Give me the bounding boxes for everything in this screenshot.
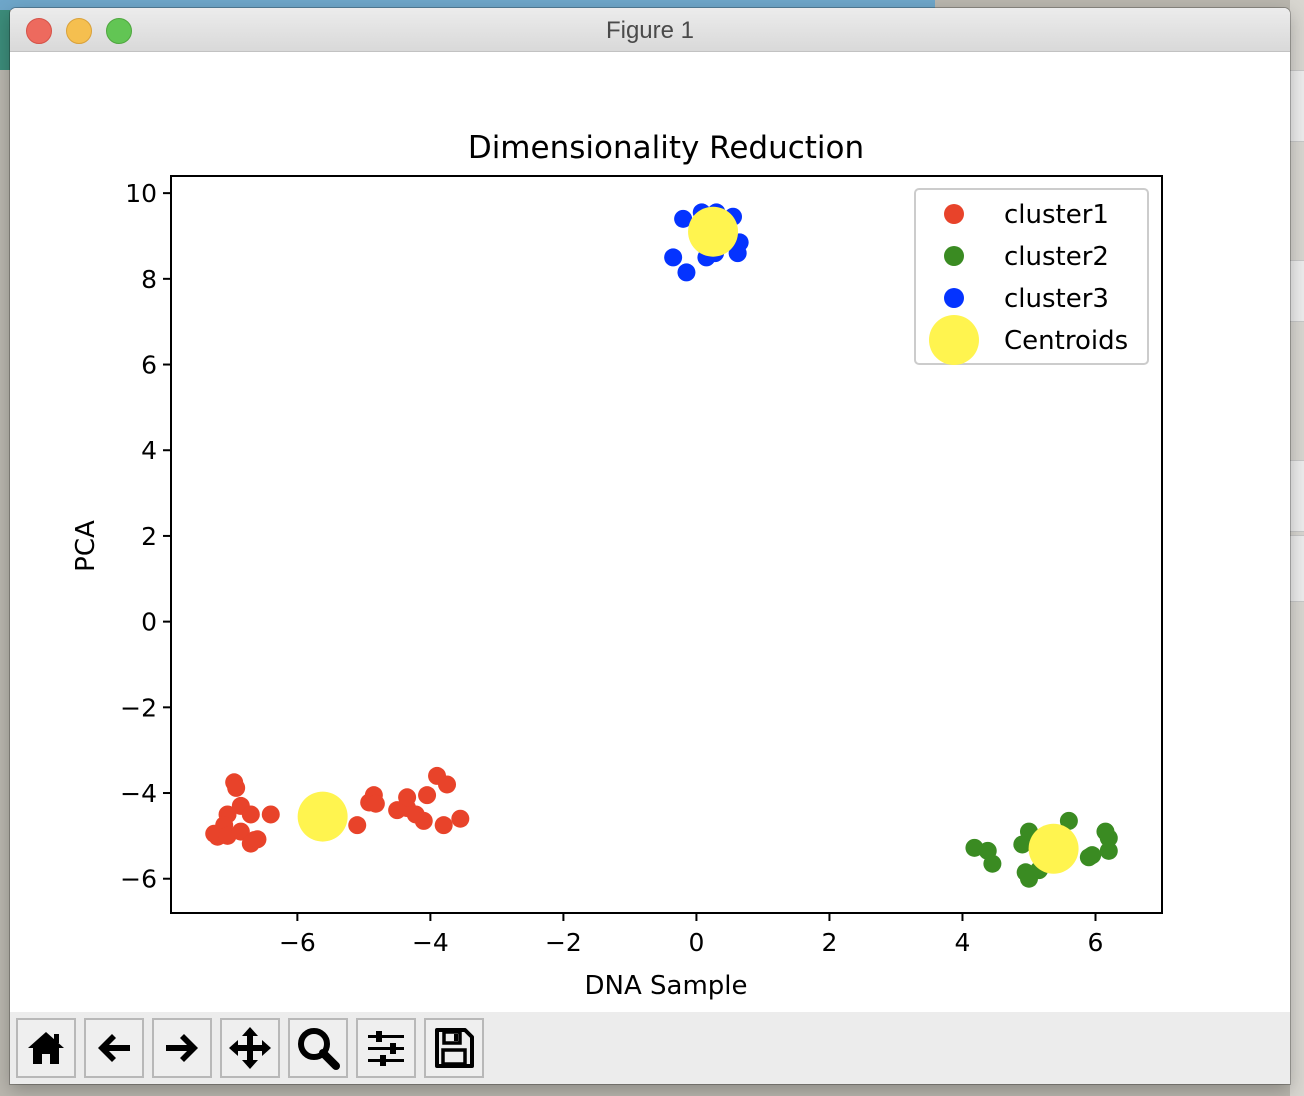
- figure-window: Figure 1 Dimensionality Reduction −6 −4 −2…: [10, 8, 1290, 1084]
- cluster1-point: [348, 816, 367, 835]
- forward-button[interactable]: [152, 1018, 212, 1078]
- cluster1-point: [231, 822, 250, 841]
- floppy-disk-icon: [435, 1028, 474, 1068]
- cluster1-point: [438, 775, 457, 794]
- cluster1-point: [241, 805, 260, 824]
- chart-canvas[interactable]: Dimensionality Reduction −6 −4 −2 0 2 4 6 −6 −4 −…: [10, 52, 1290, 1012]
- cluster2-point: [1099, 841, 1118, 860]
- legend-label: cluster3: [1004, 284, 1109, 314]
- y-tick-label: 6: [141, 351, 157, 380]
- y-tick-label: −4: [120, 779, 157, 808]
- y-tick-label: 8: [141, 265, 157, 294]
- x-tick-label: 4: [955, 928, 971, 957]
- y-tick-label: −2: [120, 693, 157, 722]
- legend-box: [914, 188, 1149, 365]
- close-window-button[interactable]: [26, 18, 52, 44]
- legend-label: Centroids: [1004, 326, 1128, 356]
- legend-label: cluster2: [1004, 242, 1109, 272]
- centroid-point: [688, 206, 739, 257]
- legend: cluster1 cluster2 cluster3 Centroids: [914, 188, 1149, 365]
- legend-marker: [929, 315, 979, 365]
- x-tick-label: −4: [412, 928, 449, 957]
- move-icon: [229, 1027, 271, 1069]
- cluster1-point: [261, 805, 280, 824]
- cluster2-point: [1059, 811, 1078, 830]
- title-bar[interactable]: Figure 1: [10, 8, 1290, 52]
- cluster2-point: [983, 854, 1002, 873]
- cluster1-point: [414, 811, 433, 830]
- x-tick-label: 2: [821, 928, 837, 957]
- pan-button[interactable]: [220, 1018, 280, 1078]
- window-title: Figure 1: [605, 17, 695, 44]
- centroid-point: [297, 791, 348, 842]
- desktop-background-top: [0, 0, 935, 10]
- x-tick-label: 0: [688, 928, 704, 957]
- plot-frame: [170, 175, 1163, 914]
- home-button[interactable]: [16, 1018, 76, 1078]
- chart-title: Dimensionality Reduction: [468, 130, 864, 166]
- cluster1-point: [418, 786, 437, 805]
- background-window-edge: [1290, 0, 1304, 1096]
- cluster2-point: [1099, 829, 1118, 848]
- desktop-background: [0, 0, 10, 70]
- cluster1-point: [451, 809, 470, 828]
- x-axis-label: DNA Sample: [584, 971, 747, 1001]
- zoom-button[interactable]: [288, 1018, 348, 1078]
- maximize-window-button[interactable]: [106, 18, 132, 44]
- cluster1-point: [366, 794, 385, 813]
- cluster3-point: [728, 244, 747, 263]
- cluster3-point: [677, 263, 696, 282]
- legend-marker: [944, 246, 964, 266]
- x-tick-label: −2: [545, 928, 582, 957]
- y-tick-label: 0: [141, 608, 157, 637]
- y-axis-label: PCA: [71, 520, 101, 572]
- arrow-left-icon: [98, 1034, 130, 1062]
- y-tick-label: −6: [120, 865, 157, 894]
- cluster2-point: [1079, 848, 1098, 867]
- x-tick-label: 6: [1088, 928, 1104, 957]
- legend-marker: [944, 204, 964, 224]
- cluster1-point: [398, 788, 417, 807]
- back-button[interactable]: [84, 1018, 144, 1078]
- configure-subplots-button[interactable]: [356, 1018, 416, 1078]
- y-tick-label: 2: [141, 522, 157, 551]
- search-icon: [298, 1028, 340, 1070]
- cluster1-point: [227, 778, 246, 797]
- cluster3-point: [674, 209, 693, 228]
- cluster1-point: [248, 830, 267, 849]
- home-icon: [28, 1032, 64, 1064]
- navigation-toolbar: [10, 1012, 1290, 1084]
- cluster1-point: [434, 816, 453, 835]
- x-tick-label: −6: [279, 928, 316, 957]
- minimize-window-button[interactable]: [66, 18, 92, 44]
- legend-label: cluster1: [1004, 200, 1109, 230]
- centroid-point: [1028, 823, 1079, 874]
- save-button[interactable]: [424, 1018, 484, 1078]
- legend-marker: [944, 288, 964, 308]
- y-tick-label: 4: [141, 436, 157, 465]
- cluster3-point: [664, 248, 683, 267]
- arrow-right-icon: [166, 1034, 198, 1062]
- y-tick-label: 10: [125, 179, 157, 208]
- sliders-icon: [368, 1031, 404, 1066]
